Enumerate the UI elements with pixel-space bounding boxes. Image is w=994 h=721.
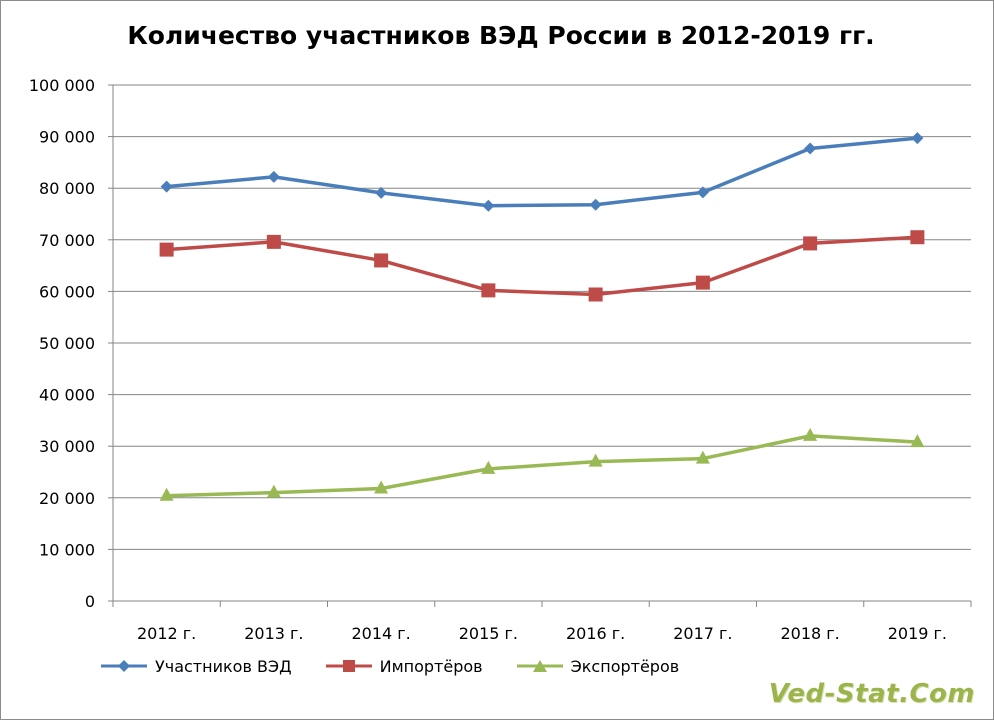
x-tick-label: 2018 г. [780,624,839,643]
x-tick-label: 2014 г. [351,624,410,643]
legend-marker-triangle [516,660,563,672]
series-line [166,136,918,208]
chart-title: Количество участников ВЭД России в 2012-… [127,21,875,50]
data-point-diamond [589,198,602,211]
y-tick-label: 30 000 [39,437,95,456]
data-point-square [910,230,925,245]
x-tick-label: 2017 г. [673,624,732,643]
legend-marker-diamond [101,660,147,672]
legend-item-importers: Импортёров [325,656,483,676]
data-point-square [588,287,603,302]
data-point-square [695,275,710,290]
data-point-triangle [588,453,603,467]
data-point-triangle [266,484,281,498]
y-tick-label: 60 000 [39,282,95,301]
y-tick-label: 40 000 [39,386,95,405]
data-point-triangle [159,487,174,501]
data-point-square [159,242,174,257]
legend-label-exporters: Экспортёров [570,656,680,676]
data-point-diamond [911,132,924,145]
x-tick-label: 2013 г. [244,624,303,643]
data-point-triangle [910,434,925,448]
x-tick-label: 2016 г. [566,624,625,643]
y-tick-label: 100 000 [29,76,95,95]
y-tick-label: 80 000 [39,179,95,198]
data-point-square [481,283,496,298]
data-point-triangle [695,450,710,464]
y-tick-label: 0 [85,592,95,611]
data-point-diamond [696,186,709,199]
x-tick-label: 2015 г. [459,624,518,643]
y-tick-label: 90 000 [39,128,95,147]
y-tick-label: 20 000 [39,489,95,508]
data-point-square [803,236,818,251]
data-point-triangle [481,460,496,474]
legend-label-importers: Импортёров [379,656,483,676]
data-point-diamond [160,180,173,193]
watermark-logo: Ved-Stat.Com [768,679,975,709]
y-tick-label: 10 000 [39,540,95,559]
data-point-square [266,234,281,249]
legend-label-participants: Участников ВЭД [155,656,292,676]
series-line [166,235,918,297]
legend-item-participants: Участников ВЭД [101,657,292,676]
legend-marker-square [325,660,372,672]
series-line [166,434,918,498]
data-point-diamond [375,186,388,199]
legend: Участников ВЭД Импортёров Экспортёров [101,654,713,678]
data-point-diamond [267,170,280,183]
legend-item-exporters: Экспортёров [516,656,680,676]
data-point-diamond [804,142,817,155]
data-point-triangle [374,480,389,494]
x-tick-label: 2012 г. [137,624,196,643]
y-tick-label: 50 000 [39,334,95,353]
x-tick-label: 2019 г. [888,624,947,643]
data-point-diamond [482,199,495,212]
data-point-triangle [803,427,818,441]
data-point-square [374,253,389,268]
y-tick-label: 70 000 [39,231,95,250]
